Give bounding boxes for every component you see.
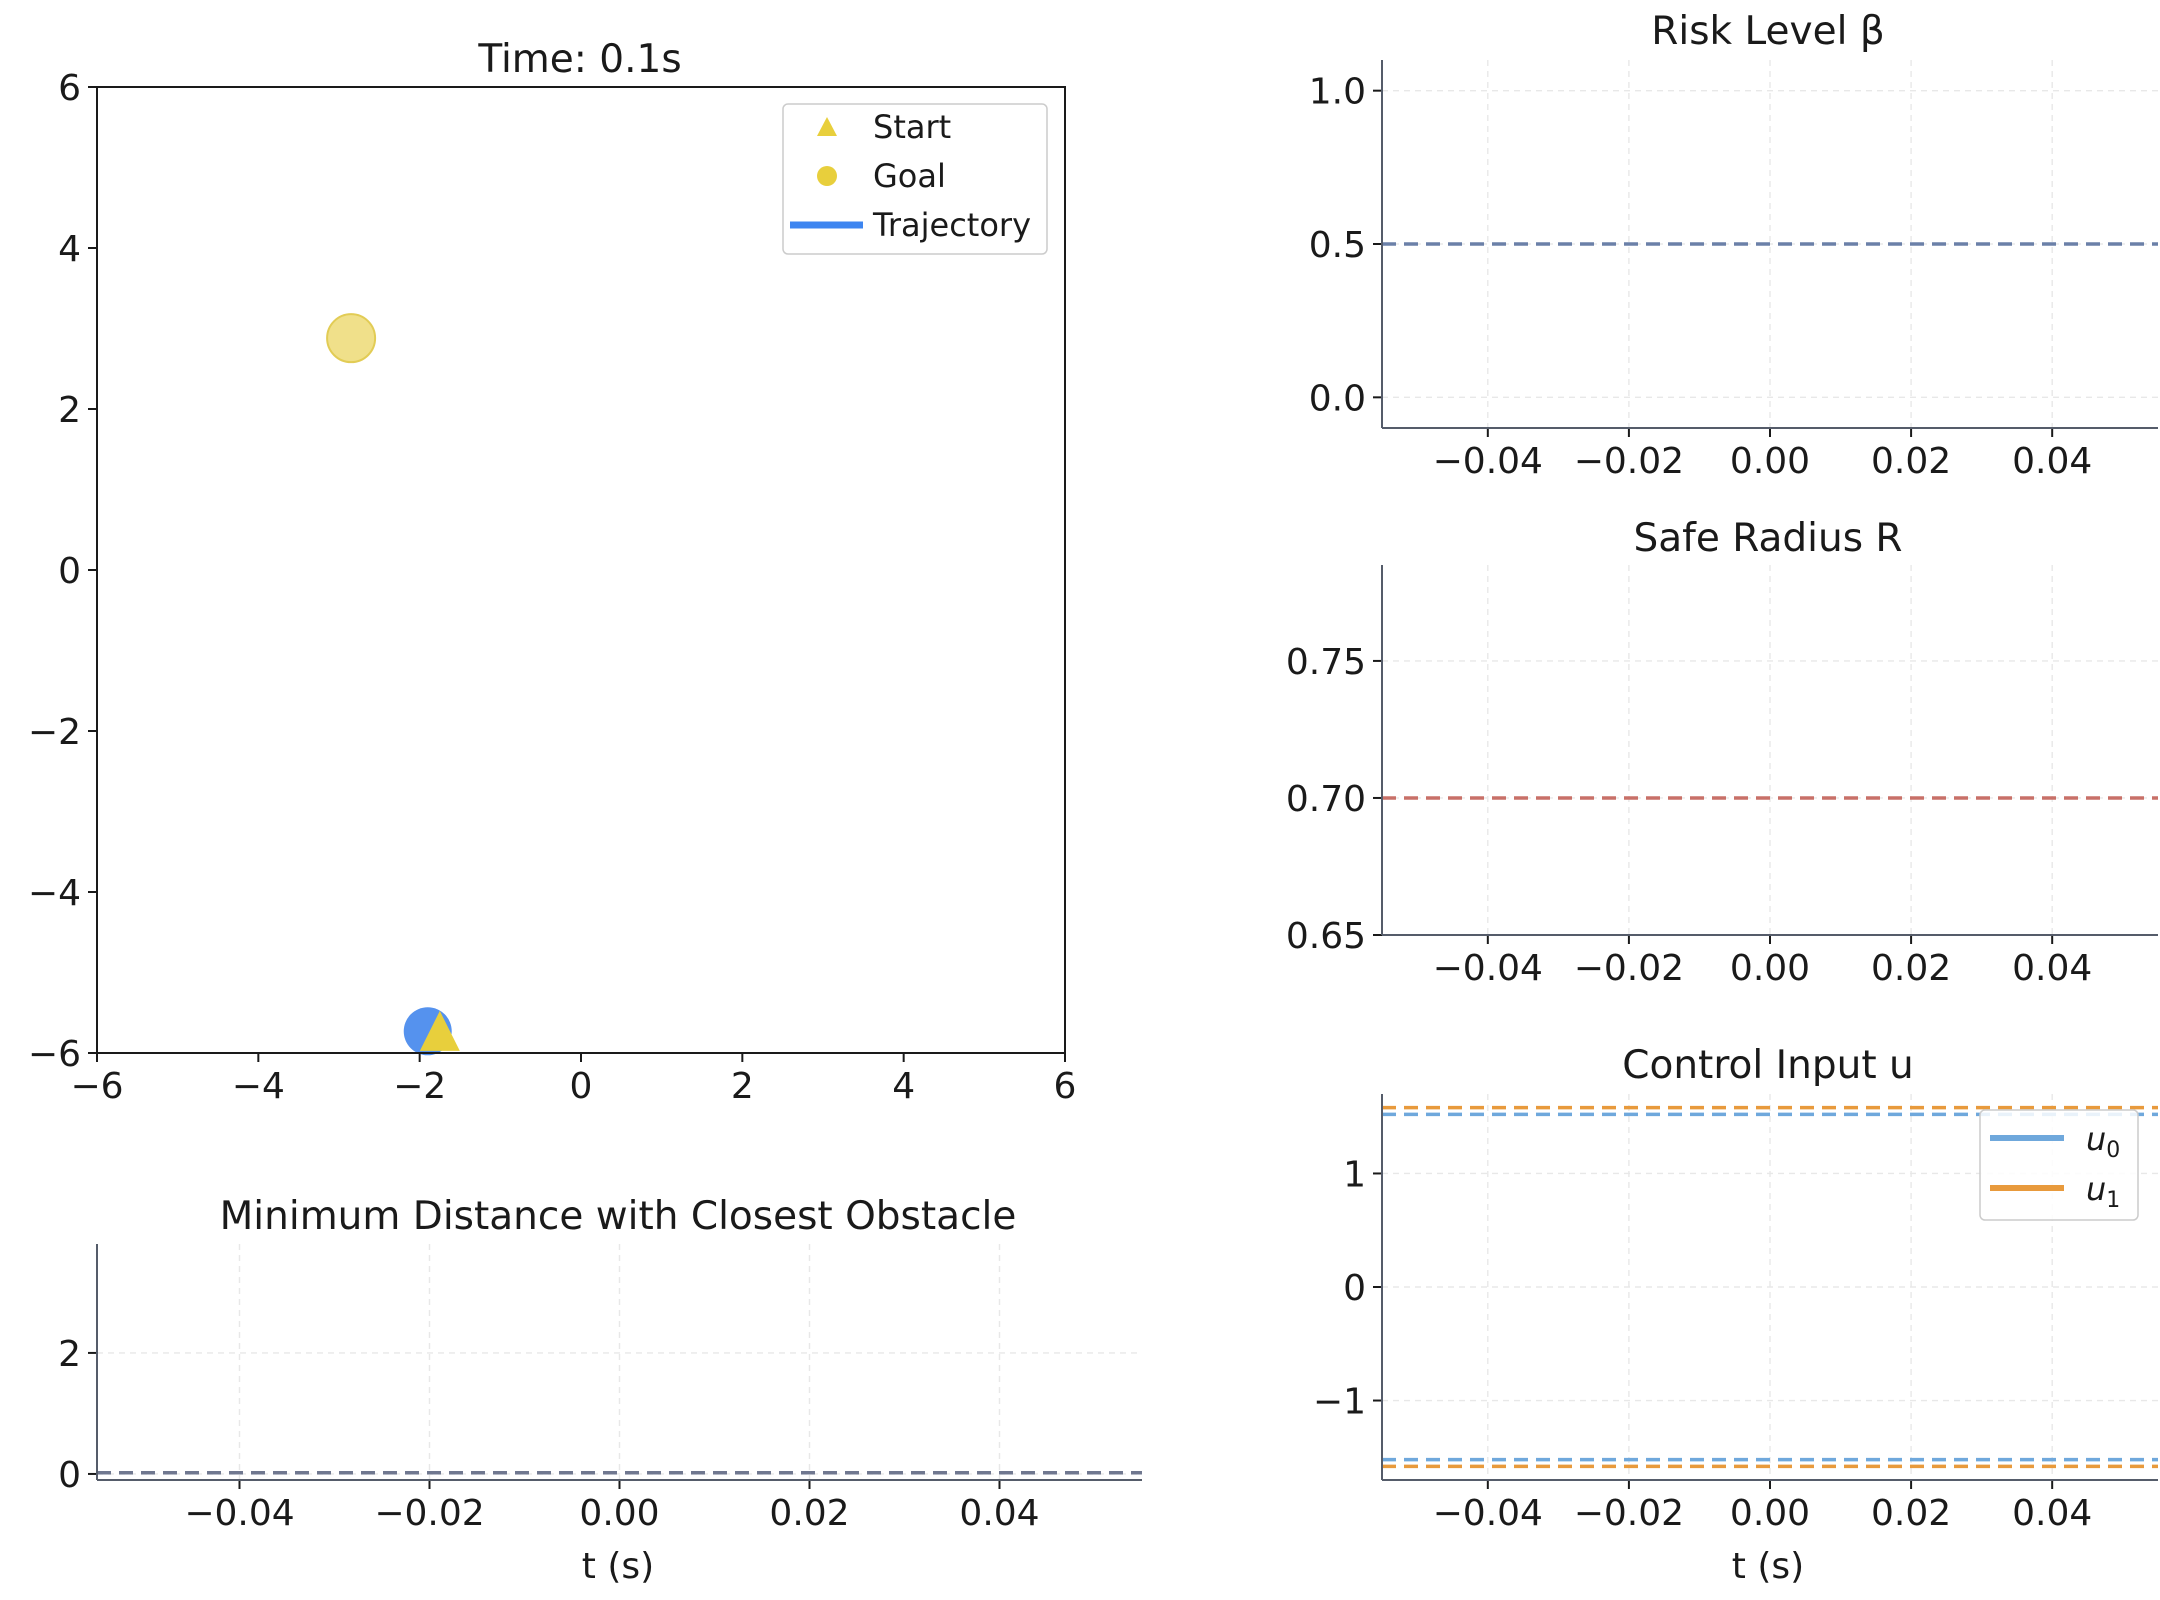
legend-u1-base: u bbox=[2086, 1170, 2106, 1208]
risk-xtick-label-4: 0.04 bbox=[2012, 441, 2092, 482]
distance-xtick-label-1: −0.02 bbox=[374, 1493, 484, 1534]
control-title: Control Input u bbox=[1622, 1043, 1913, 1088]
trajectory-ytick-label-3: 0 bbox=[58, 551, 81, 592]
legend-start-label: Start bbox=[873, 108, 951, 146]
distance-xtick-label-3: 0.02 bbox=[769, 1493, 849, 1534]
control-xtick-label-2: 0.00 bbox=[1730, 1493, 1810, 1534]
distance-xtick-label-4: 0.04 bbox=[959, 1493, 1039, 1534]
minimum-distance-panel: Minimum Distance with Closest Obstacle −… bbox=[58, 1194, 1142, 1587]
control-legend: u0 u1 bbox=[1979, 1109, 2139, 1221]
risk-ytick-label-1: 0.5 bbox=[1309, 225, 1366, 266]
trajectory-xtick-label-5: 4 bbox=[892, 1066, 915, 1107]
control-ytick-label-2: 1 bbox=[1343, 1154, 1366, 1195]
safe-radius-panel: Safe Radius R −0.04 −0.02 0.00 0.02 0.04 0.65… bbox=[1286, 516, 2158, 989]
trajectory-legend: Start Goal Trajectory bbox=[782, 103, 1048, 255]
legend-u1-sub: 1 bbox=[2106, 1188, 2120, 1213]
start-point bbox=[419, 1010, 460, 1051]
control-xtick-label-0: −0.04 bbox=[1433, 1493, 1543, 1534]
trajectory-ytick-label-2: −2 bbox=[28, 712, 81, 753]
control-ytick-label-1: 0 bbox=[1343, 1268, 1366, 1309]
risk-ytick-label-0: 0.0 bbox=[1309, 378, 1366, 419]
distance-xtick-label-0: −0.04 bbox=[184, 1493, 294, 1534]
risk-ytick-label-2: 1.0 bbox=[1309, 72, 1366, 113]
risk-xtick-label-0: −0.04 bbox=[1433, 441, 1543, 482]
legend-u0-sub: 0 bbox=[2106, 1138, 2120, 1163]
radius-ytick-label-2: 0.75 bbox=[1286, 642, 1366, 683]
distance-ytick-label-0: 0 bbox=[58, 1455, 81, 1496]
trajectory-xtick-label-0: −6 bbox=[70, 1066, 123, 1107]
trajectory-ytick-label-1: −4 bbox=[28, 873, 81, 914]
risk-title-text: Risk Level β bbox=[1651, 9, 1884, 54]
radius-xtick-label-0: −0.04 bbox=[1433, 948, 1543, 989]
legend-goal-label: Goal bbox=[873, 157, 946, 195]
risk-xtick-label-1: −0.02 bbox=[1574, 441, 1684, 482]
legend-trajectory-label: Trajectory bbox=[872, 206, 1031, 244]
risk-level-panel: Risk Level β −0.04 −0.02 0.00 0.02 0.04 0.0 0.… bbox=[1309, 9, 2158, 482]
legend-u0-base: u bbox=[2086, 1120, 2106, 1158]
control-xtick-label-4: 0.04 bbox=[2012, 1493, 2092, 1534]
risk-title: Risk Level β bbox=[1651, 9, 1884, 54]
distance-xtick-label-2: 0.00 bbox=[579, 1493, 659, 1534]
trajectory-xtick-label-1: −4 bbox=[232, 1066, 285, 1107]
radius-xtick-label-4: 0.04 bbox=[2012, 948, 2092, 989]
legend-u0-label: u0 bbox=[2086, 1120, 2120, 1163]
control-xtick-label-1: −0.02 bbox=[1574, 1493, 1684, 1534]
legend-goal-marker bbox=[817, 166, 837, 186]
risk-xtick-label-2: 0.00 bbox=[1730, 441, 1810, 482]
trajectory-xtick-label-6: 6 bbox=[1054, 1066, 1077, 1107]
legend-u1-label: u1 bbox=[2086, 1170, 2120, 1213]
radius-xtick-label-3: 0.02 bbox=[1871, 948, 1951, 989]
trajectory-xtick-label-4: 2 bbox=[731, 1066, 754, 1107]
trajectory-ytick-label-4: 2 bbox=[58, 390, 81, 431]
trajectory-ytick-label-0: −6 bbox=[28, 1034, 81, 1075]
goal-point bbox=[326, 313, 377, 364]
risk-xtick-label-3: 0.02 bbox=[1871, 441, 1951, 482]
legend-start-marker bbox=[817, 117, 837, 136]
distance-title: Minimum Distance with Closest Obstacle bbox=[220, 1194, 1017, 1239]
control-ytick-label-0: −1 bbox=[1313, 1382, 1366, 1423]
trajectory-title: Time: 0.1s bbox=[477, 37, 681, 82]
legend-box bbox=[782, 103, 1048, 255]
control-xlabel: t (s) bbox=[1732, 1546, 1804, 1587]
trajectory-ytick-label-6: 6 bbox=[58, 68, 81, 109]
control-input-panel: Control Input u −0.04 −0.02 0.00 0.02 0.04 −1… bbox=[1313, 1043, 2158, 1587]
radius-title: Safe Radius R bbox=[1633, 516, 1902, 561]
trajectory-ytick-label-5: 4 bbox=[58, 229, 81, 270]
trajectory-panel: Time: 0.1s −6 −4 −2 0 2 4 6 −6 −4 −2 0 2 4 6 Start Go… bbox=[28, 37, 1077, 1107]
control-xtick-label-3: 0.02 bbox=[1871, 1493, 1951, 1534]
trajectory-xtick-label-3: 0 bbox=[570, 1066, 593, 1107]
distance-ytick-label-1: 2 bbox=[58, 1334, 81, 1375]
trajectory-xtick-label-2: −2 bbox=[393, 1066, 446, 1107]
trajectory-frame bbox=[96, 86, 1066, 1054]
radius-xtick-label-2: 0.00 bbox=[1730, 948, 1810, 989]
distance-xlabel: t (s) bbox=[582, 1546, 654, 1587]
radius-ytick-label-0: 0.65 bbox=[1286, 916, 1366, 957]
radius-ytick-label-1: 0.70 bbox=[1286, 779, 1366, 820]
radius-xtick-label-1: −0.02 bbox=[1574, 948, 1684, 989]
